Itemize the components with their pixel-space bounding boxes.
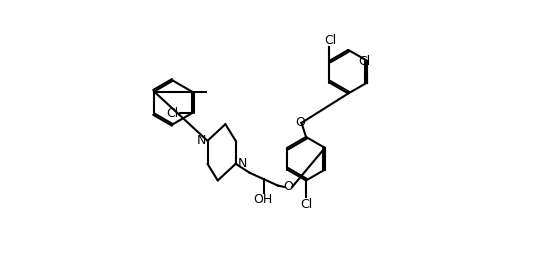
Text: Cl: Cl bbox=[167, 107, 179, 120]
Text: Cl: Cl bbox=[358, 56, 371, 68]
Text: N: N bbox=[238, 157, 247, 170]
Text: N: N bbox=[197, 134, 206, 147]
Text: Cl: Cl bbox=[325, 34, 337, 47]
Text: O: O bbox=[295, 116, 305, 129]
Text: OH: OH bbox=[253, 193, 272, 206]
Text: O: O bbox=[283, 180, 293, 193]
Text: Cl: Cl bbox=[300, 198, 312, 211]
